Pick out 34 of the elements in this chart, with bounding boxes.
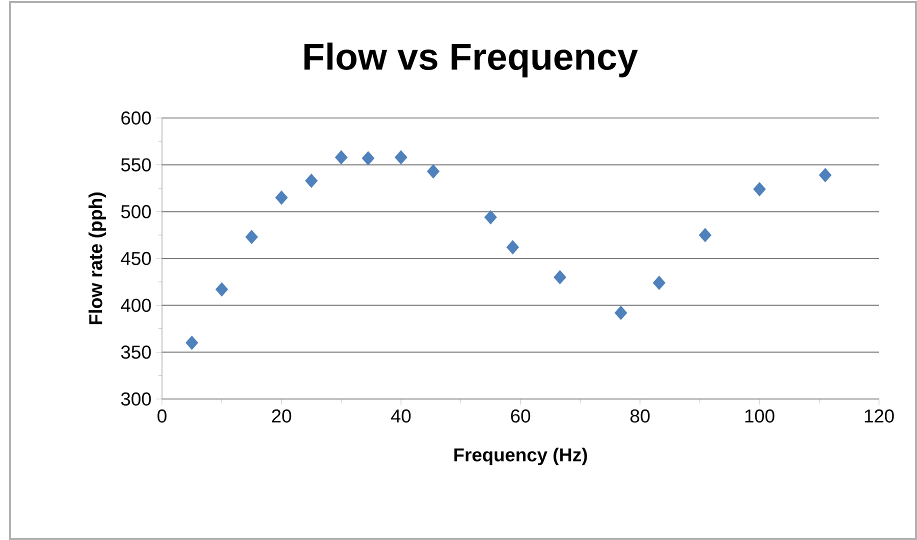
x-axis-title: Frequency (Hz) [454,448,587,466]
x-tick-label: 80 [630,409,650,423]
point [652,276,666,290]
point [245,230,258,244]
chart-title: Flow vs Frequency [304,42,638,78]
x-tick-label: 60 [511,409,530,423]
point [427,164,440,178]
point [334,150,348,164]
y-tick-label: 500 [121,205,151,218]
point [698,228,712,242]
point [362,151,374,166]
y-tick-label: 300 [121,392,151,406]
y-tick-label: 350 [121,346,151,359]
point [554,270,566,284]
y-tick-label: 600 [121,111,151,125]
point [484,210,497,224]
point [186,336,198,350]
point [215,282,228,296]
y-tick-label: 550 [121,158,151,172]
x-tick-label: 120 [864,409,894,423]
point [614,306,628,320]
point [394,150,408,164]
x-tick-label: 20 [272,409,292,423]
point [305,174,318,188]
y-tick-label: 450 [120,252,151,266]
point [753,182,766,196]
x-tick-label: 0 [158,409,166,423]
x-tick-label: 100 [745,409,774,423]
x-tick-label: 40 [391,409,411,423]
y-axis-title: Flow rate (pph) [88,192,106,324]
point [818,168,832,182]
y-tick-label: 400 [120,298,151,312]
point [506,240,520,254]
point [275,190,288,205]
